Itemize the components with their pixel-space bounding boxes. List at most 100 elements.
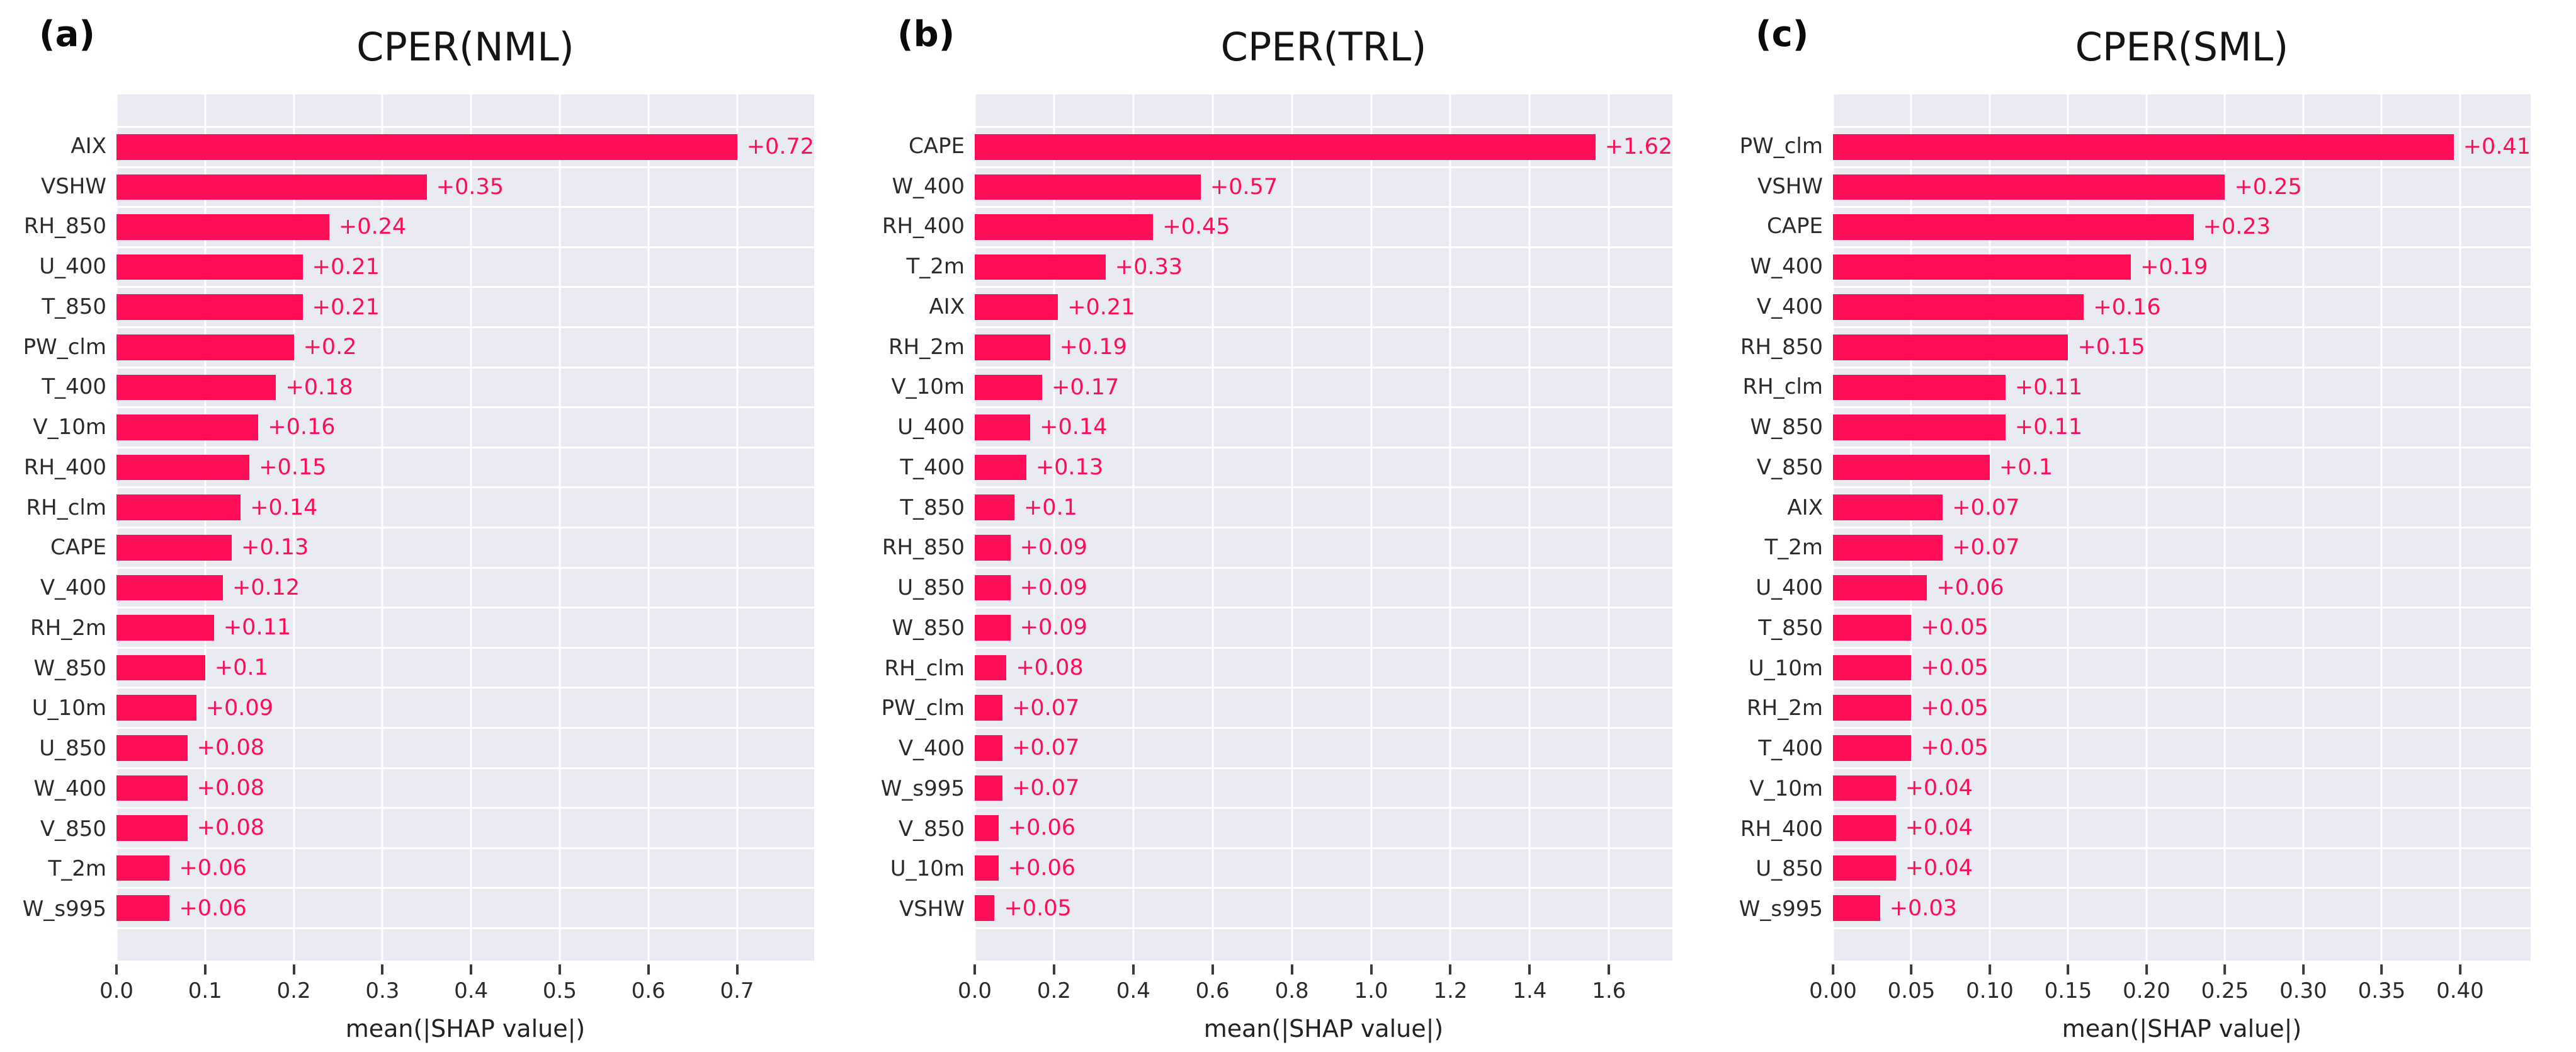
x-tick-mark [381,964,384,975]
y-tick-label-CAPE: CAPE [909,133,965,159]
x-tick-mark [2067,964,2070,975]
x-tick-label: 0.40 [2436,978,2484,1003]
x-axis-label: mean(|SHAP value|) [1203,1015,1444,1043]
x-tick-1.0: 1.0 [1354,961,1388,1003]
bar-T_2m [1833,534,1943,561]
bar-rows: +0.72 +0.35 +0.24 +0.21 +0.21 +0.2 +0.18 +0.16 +… [116,126,814,929]
bar-V_850 [116,815,188,841]
y-tick-label-W_400: W_400 [892,173,965,199]
x-tick-mark [735,964,739,975]
value-label-CAPE: +0.13 [241,535,309,561]
y-tick-label-RH_850: RH_850 [882,535,965,561]
y-tick-label-V_850: V_850 [898,816,965,842]
bar-row-PW_clm: +0.07 [975,687,1672,727]
value-label-RH_400: +0.45 [1162,214,1230,240]
y-tick-label-U_850: U_850 [39,736,106,762]
bar-U_850 [1833,855,1896,881]
x-tick-0.1: 0.1 [188,961,222,1003]
bar-row-RH_2m: +0.05 [1833,687,2531,727]
bar-row-T_400: +0.13 [975,446,1672,487]
value-label-AIX: +0.72 [746,134,814,160]
x-tick-label: 0.05 [1887,978,1936,1003]
bar-row-U_400: +0.14 [975,406,1672,447]
bar-rows: +0.41 +0.25 +0.23 +0.19 +0.16 +0.15 +0.11 +0.11… [1833,126,2531,929]
bar-row-RH_2m: +0.19 [975,326,1672,367]
value-label-RH_clm: +0.14 [250,495,318,520]
value-label-V_850: +0.06 [1007,815,1076,841]
value-label-U_10m: +0.06 [1007,855,1076,881]
bar-row-V_400: +0.07 [975,726,1672,767]
x-tick-label: 1.4 [1512,978,1547,1003]
bar-CAPE [116,534,232,561]
y-tick-label-CAPE: CAPE [50,535,106,561]
plot-area: +0.72 +0.35 +0.24 +0.21 +0.21 +0.2 +0.18 +0.16 +… [115,94,814,961]
value-label-T_2m: +0.06 [179,855,247,881]
x-tick-mark [2145,964,2148,975]
value-label-W_s995: +0.07 [1012,775,1080,801]
value-label-T_850: +0.1 [1023,495,1077,520]
value-label-T_400: +0.05 [1921,735,1989,761]
bar-row-W_s995: +0.03 [1833,887,2531,927]
panel-title-nml: CPER(NML) [356,24,574,70]
value-label-RH_clm: +0.08 [1016,655,1084,681]
x-tick-0.8: 0.8 [1275,961,1309,1003]
panel-header: (c) CPER(SML) [1716,0,2575,94]
value-label-U_850: +0.04 [1905,855,1973,881]
value-label-W_400: +0.08 [196,775,264,801]
bar-PW_clm [1833,134,2454,160]
bar-VSHW [1833,174,2225,200]
value-label-RH_400: +0.04 [1905,815,1973,841]
value-label-W_s995: +0.06 [179,895,247,921]
x-tick-0.05: 0.05 [1887,961,1936,1003]
x-tick-1.2: 1.2 [1433,961,1467,1003]
value-label-W_850: +0.1 [214,655,268,681]
x-tick-mark [470,964,473,975]
y-tick-label-RH_clm: RH_clm [884,655,965,681]
bar-row-CAPE: +0.23 [1833,206,2531,246]
y-tick-label-CAPE: CAPE [1767,214,1823,239]
bar-row-T_850: +0.05 [1833,607,2531,647]
value-label-V_10m: +0.17 [1052,374,1120,400]
y-tick-label-T_400: T_400 [42,374,106,400]
x-tick-mark [1052,964,1055,975]
x-tick-mark [1910,964,1913,975]
value-label-W_400: +0.57 [1210,174,1278,200]
y-tick-label-AIX: AIX [929,294,965,319]
panel-cper-sml: (c) CPER(SML) PW_clm VSHW CAPE W_400 V_400 RH… [1716,0,2575,1052]
x-tick-label: 0.6 [631,978,666,1003]
bar-row-U_10m: +0.06 [975,847,1672,888]
y-tick-label-U_850: U_850 [1756,856,1823,882]
bar-row-T_2m: +0.06 [116,847,814,888]
x-tick-label: 0.2 [1036,978,1071,1003]
bar-row-RH_850: +0.15 [1833,326,2531,367]
bar-RH_850 [116,214,329,240]
bar-U_850 [975,575,1011,601]
value-label-PW_clm: +0.07 [1012,695,1080,721]
y-tick-label-U_400: U_400 [897,415,965,440]
bar-row-W_400: +0.19 [1833,246,2531,287]
bar-V_10m [975,374,1043,401]
y-tick-label-RH_400: RH_400 [23,454,106,480]
bar-row-V_10m: +0.16 [116,406,814,447]
bar-row-RH_2m: +0.11 [116,607,814,647]
chart-body: AIX VSHW RH_850 U_400 T_850 PW_clm T_400 V_10m R… [0,94,858,961]
bar-W_400 [1833,254,2131,280]
y-tick-label-V_850: V_850 [1756,454,1823,480]
value-label-RH_850: +0.24 [338,214,407,240]
bar-row-RH_850: +0.09 [975,526,1672,567]
y-tick-label-W_s995: W_s995 [22,896,106,922]
x-tick-label: 0.1 [188,978,222,1003]
bar-row-U_10m: +0.09 [116,687,814,727]
y-tick-label-W_s995: W_s995 [880,775,965,801]
y-tick-label-VSHW: VSHW [899,896,965,922]
bar-U_10m [1833,655,1912,681]
y-tick-label-RH_clm: RH_clm [26,495,106,520]
value-label-U_10m: +0.09 [205,695,273,721]
value-label-T_400: +0.13 [1035,455,1104,481]
x-tick-mark [1608,964,1611,975]
panel-cper-nml: (a) CPER(NML) AIX VSHW RH_850 U_400 T_850 PW_… [0,0,858,1052]
x-tick-mark [1988,964,1991,975]
x-tick-label: 0.15 [2044,978,2092,1003]
bar-VSHW [116,174,427,200]
